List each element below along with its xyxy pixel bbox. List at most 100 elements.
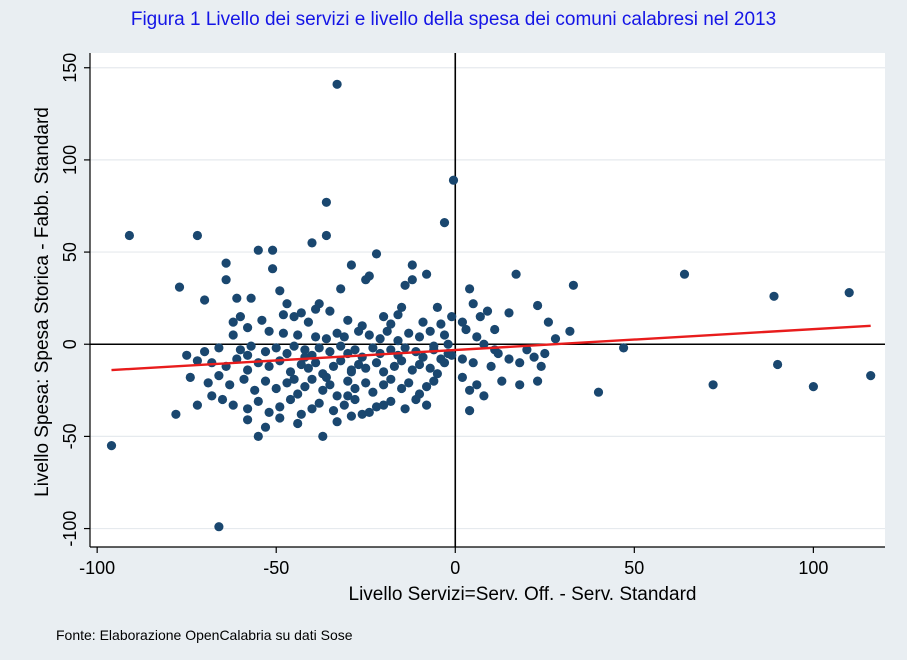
data-point (303, 363, 313, 373)
data-point (253, 396, 263, 406)
data-point (228, 317, 238, 327)
data-point (386, 374, 396, 384)
data-point (529, 352, 539, 362)
data-point (422, 269, 432, 279)
data-point (361, 363, 371, 373)
data-point (264, 326, 274, 336)
data-point (243, 323, 253, 333)
data-point (414, 359, 425, 370)
data-point (243, 404, 253, 414)
data-point (311, 358, 321, 368)
data-point (364, 330, 374, 340)
data-point (289, 374, 299, 384)
data-point (321, 372, 331, 382)
data-point (404, 378, 414, 388)
data-point (192, 356, 202, 366)
data-point (439, 358, 450, 368)
data-point (346, 411, 356, 421)
y-tick-label: -100 (60, 511, 80, 547)
data-point (282, 299, 292, 309)
data-point (543, 317, 554, 327)
data-point (207, 391, 217, 401)
data-point (124, 230, 134, 241)
data-point (282, 348, 292, 359)
x-tick-label: 100 (798, 558, 828, 578)
data-point (268, 245, 278, 255)
y-axis-title: Livello Spesa: Spesa Storica - Fabb. Sta… (32, 107, 53, 497)
data-point (490, 324, 500, 335)
data-point (271, 343, 281, 353)
data-point (568, 280, 579, 290)
data-point (448, 175, 459, 185)
data-point (318, 431, 328, 441)
data-point (232, 293, 242, 303)
data-point (260, 376, 271, 386)
data-point (275, 413, 285, 423)
data-point (192, 230, 202, 241)
x-axis-title: Livello Servizi=Serv. Off. - Serv. Stand… (349, 584, 697, 605)
data-point (407, 275, 417, 285)
data-point (368, 387, 378, 397)
y-tick-label: 150 (60, 53, 80, 83)
data-point (321, 230, 331, 241)
data-point (533, 300, 543, 311)
data-point (332, 328, 342, 338)
data-point (407, 260, 417, 270)
data-point (300, 352, 310, 362)
data-point (214, 343, 224, 353)
data-point (679, 269, 690, 279)
fit-line-group (111, 324, 871, 372)
data-point (540, 348, 550, 359)
data-point (225, 380, 235, 390)
data-point (250, 385, 260, 395)
data-point (382, 326, 392, 336)
data-point (393, 310, 403, 320)
data-point (379, 367, 389, 377)
data-point (457, 354, 467, 364)
data-point (339, 400, 349, 410)
data-point (192, 400, 202, 410)
data-point (357, 409, 367, 419)
data-point (773, 359, 783, 370)
data-point (465, 284, 475, 294)
y-tick-label: 0 (60, 339, 80, 349)
data-point (708, 380, 718, 390)
data-point (457, 372, 467, 382)
data-point (275, 286, 285, 296)
data-point (429, 341, 439, 351)
data-point (303, 317, 313, 327)
data-point (386, 396, 396, 406)
data-point (271, 383, 281, 394)
data-point (293, 389, 303, 399)
data-point (282, 378, 292, 388)
data-point (300, 382, 310, 392)
data-point (228, 400, 238, 410)
data-point (332, 79, 342, 89)
data-point (371, 249, 382, 259)
data-point (174, 282, 185, 292)
data-point (386, 345, 396, 355)
data-point (357, 321, 367, 331)
data-point (239, 374, 249, 384)
data-point (264, 407, 274, 417)
data-point (182, 350, 192, 360)
data-point (371, 402, 382, 412)
data-point (328, 361, 339, 371)
data-point (243, 365, 253, 375)
data-point (203, 378, 213, 388)
data-point (439, 330, 450, 340)
data-point (185, 372, 195, 382)
data-point (389, 361, 399, 371)
data-point (371, 358, 382, 368)
data-point (397, 383, 407, 394)
data-point (472, 332, 482, 342)
data-point (769, 291, 779, 301)
axes (89, 53, 885, 548)
data-point (221, 275, 231, 285)
data-point (336, 284, 346, 294)
data-point (300, 345, 310, 355)
y-tick-label: 100 (60, 145, 80, 175)
data-point (368, 343, 378, 353)
data-point (260, 347, 271, 357)
data-point (289, 341, 299, 351)
